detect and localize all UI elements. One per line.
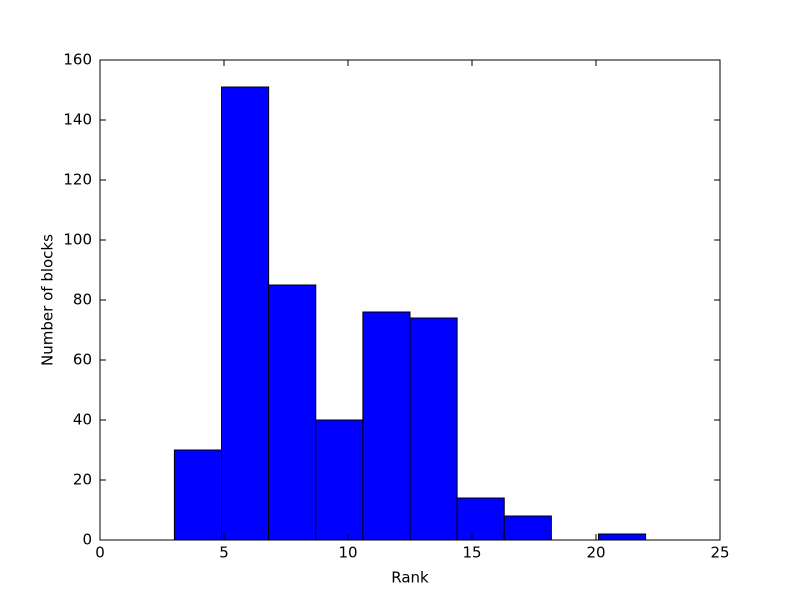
bar xyxy=(409,317,458,541)
bar xyxy=(362,311,411,541)
x-tick-label: 10 xyxy=(338,544,357,562)
x-tick-label: 15 xyxy=(462,544,481,562)
bar xyxy=(597,533,647,541)
y-tick-label: 100 xyxy=(63,231,92,249)
bar xyxy=(456,497,505,541)
y-tick-label: 40 xyxy=(73,411,92,429)
bar xyxy=(315,419,364,541)
x-tick-label: 25 xyxy=(710,544,729,562)
x-tick-label: 20 xyxy=(586,544,605,562)
bar xyxy=(173,449,223,541)
bar xyxy=(503,515,552,541)
y-axis-label: Number of blocks xyxy=(39,234,57,366)
bar xyxy=(268,284,317,541)
x-axis-label: Rank xyxy=(391,569,429,587)
y-tick-label: 160 xyxy=(63,51,92,69)
y-tick-label: 120 xyxy=(63,171,92,189)
bar xyxy=(221,86,270,541)
x-tick-label: 5 xyxy=(219,544,229,562)
y-tick-label: 0 xyxy=(82,531,92,549)
y-tick-label: 20 xyxy=(73,471,92,489)
y-tick-label: 80 xyxy=(73,291,92,309)
x-tick-label: 0 xyxy=(95,544,105,562)
y-tick-label: 140 xyxy=(63,111,92,129)
y-tick-label: 60 xyxy=(73,351,92,369)
